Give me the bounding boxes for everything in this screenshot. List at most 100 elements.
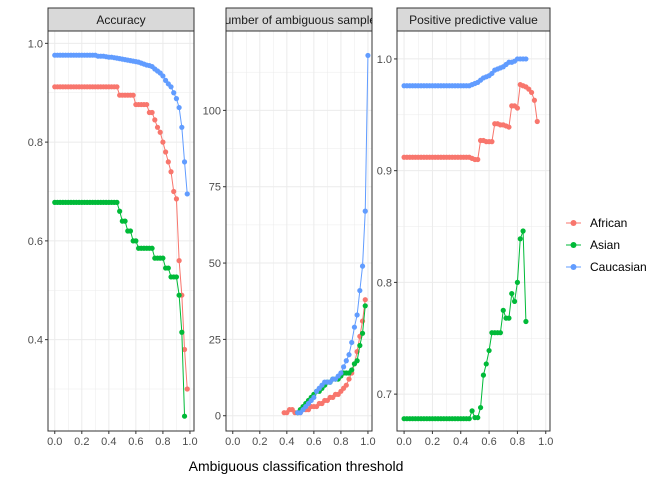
data-point-caucasian <box>365 52 371 59</box>
x-tick-label: 0.2 <box>252 436 267 448</box>
y-tick-label: 0.7 <box>377 389 392 401</box>
x-tick-label: 0.2 <box>425 436 440 448</box>
data-point-asian <box>165 265 171 271</box>
y-tick-label: 0.4 <box>28 335 43 347</box>
data-point-african <box>528 89 535 96</box>
data-point-african <box>514 105 521 111</box>
data-point-caucasian <box>179 124 185 130</box>
y-tick-label: 0 <box>215 411 221 423</box>
legend-key-point-asian <box>570 242 577 248</box>
data-point-caucasian <box>168 84 174 90</box>
data-point-caucasian <box>351 324 358 330</box>
data-point-asian <box>179 329 185 335</box>
data-point-african <box>130 92 136 98</box>
data-point-african <box>362 297 368 303</box>
data-point-caucasian <box>184 191 190 197</box>
data-point-caucasian <box>160 73 166 79</box>
panel-series <box>401 56 540 422</box>
x-tick-label: 0.4 <box>279 436 294 448</box>
x-tick-label: 1.0 <box>360 436 375 448</box>
data-point-asian <box>506 315 512 321</box>
x-tick-label: 0.0 <box>396 436 411 448</box>
data-point-african <box>173 196 180 202</box>
data-point-african <box>184 386 190 392</box>
legend-label-caucasian: Caucasian <box>590 260 647 274</box>
x-tick-label: 0.8 <box>155 436 170 448</box>
data-point-caucasian <box>311 394 317 401</box>
data-point-asian <box>117 208 123 214</box>
panel-title: Positive predictive value <box>409 13 538 27</box>
series-line-african <box>54 86 188 390</box>
data-point-african <box>475 156 481 163</box>
x-tick-label: 0.6 <box>128 436 143 448</box>
data-point-caucasian <box>176 104 182 111</box>
data-point-african <box>160 139 166 145</box>
data-point-caucasian <box>362 208 368 214</box>
data-point-caucasian <box>341 364 347 370</box>
data-point-caucasian <box>346 352 352 358</box>
y-tick-label: 1.0 <box>28 38 43 50</box>
data-point-african <box>149 109 155 116</box>
x-tick-label: 0.0 <box>225 436 240 448</box>
panel-border <box>396 30 551 432</box>
panel-series <box>281 52 371 416</box>
data-point-asian <box>517 236 523 242</box>
data-point-asian <box>466 416 472 422</box>
data-point-asian <box>114 199 120 205</box>
data-point-asian <box>486 347 492 354</box>
data-point-african <box>181 346 188 353</box>
panel-title: Number of ambiguous samples <box>216 13 382 27</box>
x-tick-label: 0.8 <box>333 436 348 448</box>
data-point-asian <box>122 218 128 224</box>
data-point-african <box>163 149 169 155</box>
data-point-african <box>506 124 512 130</box>
data-point-caucasian <box>357 287 363 294</box>
data-point-asian <box>523 318 529 325</box>
panel-ambiguous-samples: Number of ambiguous samples 0.0 0.2 0.4 0.6 0… <box>203 7 382 448</box>
data-point-african <box>154 124 161 130</box>
data-point-asian <box>497 330 504 336</box>
data-point-asian <box>509 290 515 297</box>
data-point-asian <box>483 361 489 367</box>
legend-item-caucasian: Caucasian <box>566 260 647 274</box>
data-point-african <box>534 118 540 125</box>
x-tick-label: 0.6 <box>306 436 321 448</box>
data-point-asian <box>149 245 155 251</box>
series-line-african <box>284 299 366 414</box>
y-tick-label: 1.0 <box>377 54 392 66</box>
y-tick-label: 0.9 <box>377 166 392 178</box>
data-point-asian <box>511 298 518 304</box>
data-point-asian <box>357 342 363 349</box>
data-point-african <box>165 159 171 165</box>
x-axis-title: Ambiguous classification threshold <box>189 458 404 474</box>
data-point-caucasian <box>181 159 188 165</box>
data-point-caucasian <box>523 56 529 62</box>
data-point-african <box>168 169 174 175</box>
data-point-caucasian <box>171 90 177 96</box>
data-point-african <box>531 97 538 103</box>
y-tick-label: 0.6 <box>28 236 43 248</box>
data-point-african <box>144 101 150 108</box>
series-line-caucasian <box>54 54 188 195</box>
x-tick-label: 0.8 <box>510 436 525 448</box>
data-point-asian <box>469 408 475 414</box>
legend: African Asian Caucasian <box>566 216 647 274</box>
data-point-african <box>346 376 352 382</box>
data-point-asian <box>520 228 526 234</box>
x-tick-label: 1.0 <box>538 436 553 448</box>
data-point-caucasian <box>343 358 349 364</box>
legend-key-point-caucasian <box>570 264 577 270</box>
panel-accuracy: Accuracy 0.0 0.2 0.4 0.6 0.8 1.0 0.4 0.6 0.8 1.0 <box>28 7 198 448</box>
y-tick-label: 75 <box>209 182 221 194</box>
panel-border <box>225 30 373 432</box>
data-point-caucasian <box>359 263 366 269</box>
data-point-asian <box>160 255 166 261</box>
panel-series <box>52 52 190 419</box>
data-point-caucasian <box>173 96 180 102</box>
data-point-caucasian <box>354 312 360 318</box>
data-point-asian <box>362 303 368 309</box>
y-tick-label: 25 <box>209 334 221 346</box>
data-point-asian <box>359 330 366 336</box>
